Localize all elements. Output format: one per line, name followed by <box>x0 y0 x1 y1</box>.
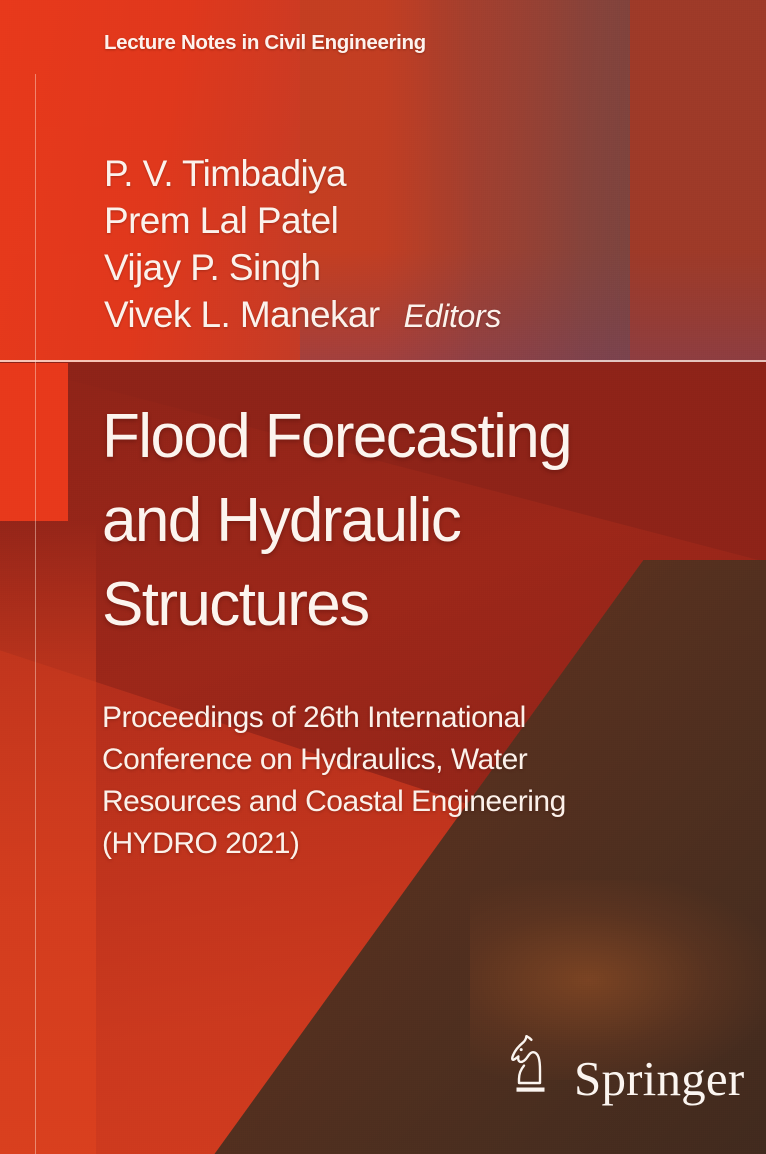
subtitle-line-2: Conference on Hydraulics, Water <box>102 743 528 776</box>
orange-left-column <box>0 520 96 1154</box>
title-line-2: and Hydraulic <box>102 486 462 555</box>
editor-name-1: P. V. Timbadiya <box>104 153 347 194</box>
publisher-logo: Springer <box>506 1032 745 1106</box>
vertical-hairline-rule <box>35 74 36 1154</box>
editor-name-2: Prem Lal Patel <box>104 200 339 241</box>
title-line-3: Structures <box>102 570 370 639</box>
page-title: Flood Forecasting and Hydraulic Structur… <box>102 395 702 647</box>
subtitle-line-3: Resources and Coastal Engineering <box>102 785 566 818</box>
subtitle-line-4: (HYDRO 2021) <box>102 827 300 860</box>
subtitle-line-1: Proceedings of 26th International <box>102 701 526 734</box>
title-line-1: Flood Forecasting <box>102 402 573 471</box>
fan-left-fade <box>300 0 580 362</box>
editor-name-3: Vijay P. Singh <box>104 247 321 288</box>
fan-bottom-fade <box>300 250 766 362</box>
orange-accent-block <box>0 363 68 521</box>
editor-name-4: Vivek L. Manekar <box>104 294 380 335</box>
horizontal-divider-rule <box>0 360 766 362</box>
editors-role-label: Editors <box>403 298 502 334</box>
editor-name-4-row: Vivek L. Manekar Editors <box>104 291 704 340</box>
publisher-name: Springer <box>574 1051 745 1106</box>
springer-knight-icon <box>511 1035 545 1092</box>
page-subtitle: Proceedings of 26th International Confer… <box>102 697 702 865</box>
editor-list: P. V. Timbadiya Prem Lal Patel Vijay P. … <box>104 150 704 340</box>
series-title: Lecture Notes in Civil Engineering <box>104 31 426 54</box>
